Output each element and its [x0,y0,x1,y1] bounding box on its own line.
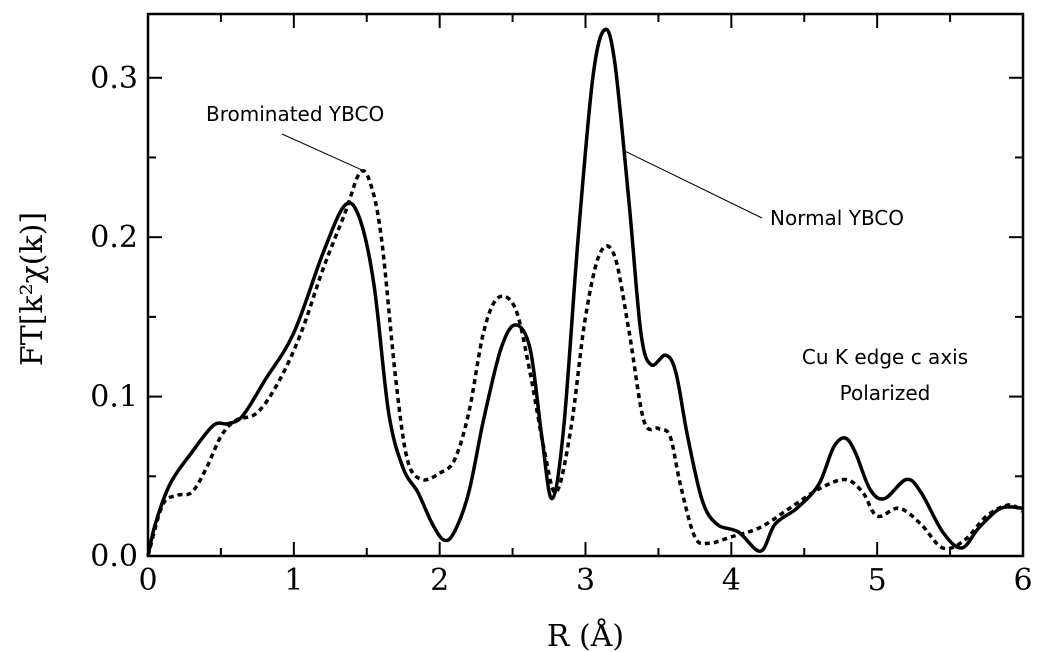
brominated-ybco-series [146,169,1024,557]
normal-ybco-series [146,27,1024,557]
x-tick-label: 6 [1013,563,1032,598]
x-tick-label: 5 [868,563,887,598]
x-axis-title: R (Å) [547,618,624,652]
y-tick-label: 0.2 [90,220,138,255]
plot-frame [146,12,1025,558]
x-tick-label: 1 [284,563,303,598]
tick-labels: 0 1 2 3 4 5 6 0.0 0.1 0.2 0.3 [90,61,1032,598]
brominated-annotation: Brominated YBCO [206,102,384,126]
axis-ticks [147,14,1024,557]
x-tick-label: 0 [138,563,157,598]
x-tick-label: 4 [722,563,741,598]
normal-annotation: Normal YBCO [770,206,904,230]
y-tick-label: 0.3 [90,61,138,96]
y-axis-title: FT[k²χ(k)] [15,212,50,366]
edge-annotation-line1: Cu K edge c axis [802,345,968,369]
y-tick-label: 0.0 [90,539,138,574]
x-tick-label: 3 [576,563,595,598]
edge-annotation-line2: Polarized [840,381,931,405]
brominated-leader-line [281,133,363,171]
x-tick-label: 2 [430,563,449,598]
normal-leader-line [624,150,763,219]
series-layer [146,27,1024,557]
y-tick-label: 0.1 [90,380,138,415]
